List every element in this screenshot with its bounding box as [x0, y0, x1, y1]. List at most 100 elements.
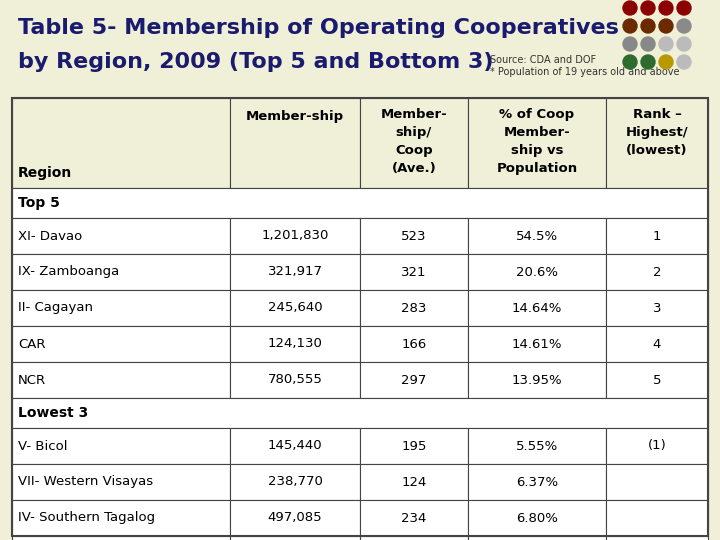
Circle shape — [677, 37, 691, 51]
Text: XI- Davao: XI- Davao — [18, 230, 82, 242]
Circle shape — [623, 1, 637, 15]
Text: 321,917: 321,917 — [268, 266, 323, 279]
Bar — [360, 428, 468, 464]
Text: 297: 297 — [401, 374, 427, 387]
Text: VII- Western Visayas: VII- Western Visayas — [18, 476, 153, 489]
Bar — [230, 326, 360, 362]
Text: 124: 124 — [401, 476, 427, 489]
Text: * Population of 19 years old and above: * Population of 19 years old and above — [490, 67, 680, 77]
Circle shape — [659, 37, 673, 51]
Text: IX- Zamboanga: IX- Zamboanga — [18, 266, 120, 279]
Bar — [12, 464, 230, 500]
Text: 2: 2 — [653, 266, 661, 279]
Circle shape — [677, 55, 691, 69]
Text: ship/: ship/ — [396, 126, 432, 139]
Text: 5.55%: 5.55% — [516, 440, 558, 453]
Bar — [606, 326, 708, 362]
Bar — [12, 188, 708, 218]
Text: Highest/: Highest/ — [626, 126, 688, 139]
Bar — [606, 362, 708, 398]
Bar — [468, 218, 606, 254]
Text: 1,201,830: 1,201,830 — [261, 230, 329, 242]
Bar — [606, 464, 708, 500]
Bar — [12, 218, 230, 254]
Bar — [606, 218, 708, 254]
Bar — [360, 536, 468, 540]
Bar — [230, 362, 360, 398]
Bar — [230, 536, 360, 540]
Text: 523: 523 — [401, 230, 427, 242]
Text: 3: 3 — [653, 301, 661, 314]
Bar — [230, 254, 360, 290]
Bar — [12, 98, 230, 188]
Bar — [360, 500, 468, 536]
Text: 14.61%: 14.61% — [512, 338, 562, 350]
Text: V- Bicol: V- Bicol — [18, 440, 68, 453]
Text: Region: Region — [18, 166, 72, 180]
Bar — [468, 428, 606, 464]
Bar — [12, 428, 230, 464]
Text: Lowest 3: Lowest 3 — [18, 406, 89, 420]
Text: 1: 1 — [653, 230, 661, 242]
Bar — [230, 290, 360, 326]
Bar — [360, 326, 468, 362]
Text: 497,085: 497,085 — [268, 511, 323, 524]
Text: Source: CDA and DOF: Source: CDA and DOF — [490, 55, 596, 65]
Text: NCR: NCR — [18, 374, 46, 387]
Text: Member-: Member- — [503, 126, 570, 139]
Bar — [468, 254, 606, 290]
Text: 780,555: 780,555 — [268, 374, 323, 387]
Circle shape — [659, 55, 673, 69]
Circle shape — [641, 19, 655, 33]
Text: 166: 166 — [401, 338, 427, 350]
Bar — [468, 500, 606, 536]
Bar — [230, 218, 360, 254]
Text: CAR: CAR — [18, 338, 45, 350]
Bar — [360, 464, 468, 500]
Text: 145,440: 145,440 — [268, 440, 323, 453]
Text: 4: 4 — [653, 338, 661, 350]
Bar — [606, 98, 708, 188]
Text: 124,130: 124,130 — [268, 338, 323, 350]
Bar — [360, 254, 468, 290]
Bar — [360, 362, 468, 398]
Circle shape — [641, 55, 655, 69]
Text: (Ave.): (Ave.) — [392, 162, 436, 175]
Bar — [468, 362, 606, 398]
Bar — [12, 536, 230, 540]
Text: II- Cagayan: II- Cagayan — [18, 301, 93, 314]
Bar — [606, 254, 708, 290]
Bar — [606, 428, 708, 464]
Text: Coop: Coop — [395, 144, 433, 157]
Circle shape — [659, 1, 673, 15]
Text: 283: 283 — [401, 301, 427, 314]
Text: 245,640: 245,640 — [268, 301, 323, 314]
Bar — [606, 536, 708, 540]
Text: (lowest): (lowest) — [626, 144, 688, 157]
Bar — [468, 98, 606, 188]
Text: % of Coop: % of Coop — [500, 108, 575, 121]
Text: Member-: Member- — [381, 108, 447, 121]
Bar — [230, 464, 360, 500]
Bar — [12, 362, 230, 398]
Bar — [468, 326, 606, 362]
Bar — [360, 218, 468, 254]
Circle shape — [623, 37, 637, 51]
Text: Table 5- Membership of Operating Cooperatives: Table 5- Membership of Operating Coopera… — [18, 18, 619, 38]
Text: Member-ship: Member-ship — [246, 110, 344, 123]
Bar — [360, 98, 468, 188]
Bar — [230, 500, 360, 536]
Circle shape — [641, 37, 655, 51]
Bar — [12, 500, 230, 536]
Bar — [12, 254, 230, 290]
Bar — [12, 398, 708, 428]
Text: 5: 5 — [653, 374, 661, 387]
Text: IV- Southern Tagalog: IV- Southern Tagalog — [18, 511, 155, 524]
Text: ship vs: ship vs — [510, 144, 563, 157]
Bar — [606, 500, 708, 536]
Text: Top 5: Top 5 — [18, 196, 60, 210]
Circle shape — [641, 1, 655, 15]
Text: 20.6%: 20.6% — [516, 266, 558, 279]
Text: 6.37%: 6.37% — [516, 476, 558, 489]
Text: Population: Population — [496, 162, 577, 175]
